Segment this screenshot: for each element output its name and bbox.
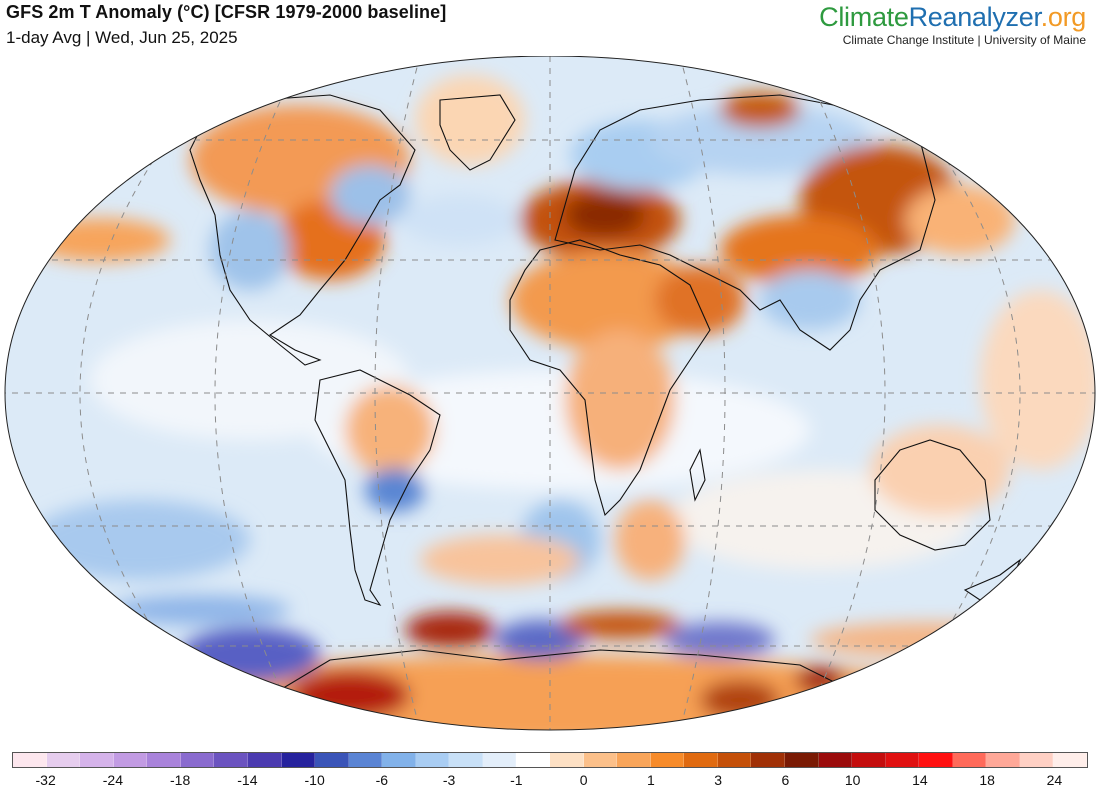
colorbar-segment	[315, 753, 349, 767]
colorbar-tick-label: 10	[844, 772, 861, 788]
colorbar-segment	[415, 753, 450, 767]
colorbar-segment	[885, 753, 920, 767]
colorbar-tick-label: 6	[781, 772, 790, 788]
brand-logo-part3: .org	[1040, 2, 1087, 32]
anomaly-map-svg	[4, 55, 1096, 731]
colorbar-segment	[449, 753, 483, 767]
colorbar-tick-label: -24	[102, 772, 123, 788]
colorbar-segment	[214, 753, 248, 767]
colorbar-segment	[986, 753, 1020, 767]
chart-title: GFS 2m T Anomaly (°C) [CFSR 1979-2000 ba…	[6, 2, 447, 22]
colorbar-tick-label: 0	[579, 772, 588, 788]
colorbar-tick-label: -14	[237, 772, 258, 788]
colorbar-segment	[180, 753, 215, 767]
colorbar-tick-label: -32	[35, 772, 56, 788]
colorbar-segment	[516, 753, 550, 767]
colorbar-segment	[852, 753, 886, 767]
colorbar-segment	[952, 753, 987, 767]
colorbar-segment	[482, 753, 517, 767]
colorbar-tick-label: -3	[442, 772, 456, 788]
globe-outline	[4, 55, 1096, 731]
colorbar-segment	[13, 753, 47, 767]
colorbar-segment	[751, 753, 785, 767]
colorbar	[12, 752, 1088, 768]
colorbar-tick-label: 1	[646, 772, 655, 788]
brand-subtitle: Climate Change Institute | University of…	[842, 33, 1086, 47]
colorbar-ticks: -32-24-18-14-10-6-3-101361014182432	[12, 772, 1088, 792]
colorbar-segment	[247, 753, 282, 767]
colorbar-tick-label: 14	[912, 772, 928, 788]
colorbar-segment	[550, 753, 584, 767]
colorbar-segment	[147, 753, 181, 767]
colorbar-segment	[1053, 753, 1087, 767]
colorbar-tick-label: -10	[304, 772, 325, 788]
colorbar-segment	[717, 753, 752, 767]
colorbar-segment	[919, 753, 953, 767]
colorbar-segment	[784, 753, 819, 767]
colorbar-segment	[382, 753, 416, 767]
colorbar-tick-label: 3	[714, 772, 723, 788]
brand-logo-part2: Reanalyzer	[908, 2, 1041, 32]
chart-subtitle: 1-day Avg | Wed, Jun 25, 2025	[6, 28, 238, 47]
colorbar-segment	[583, 753, 618, 767]
colorbar-segment	[281, 753, 316, 767]
colorbar-segment	[348, 753, 383, 767]
colorbar-tick-label: -6	[375, 772, 389, 788]
colorbar-segment	[46, 753, 81, 767]
brand-logo-part1: Climate	[819, 2, 909, 32]
colorbar-segment	[80, 753, 114, 767]
brand-logo[interactable]: ClimateReanalyzer.org	[819, 2, 1086, 33]
colorbar-segment	[818, 753, 853, 767]
colorbar-segment	[1019, 753, 1054, 767]
coastlines	[189, 94, 1022, 691]
colorbar-tick-label: -1	[510, 772, 523, 788]
colorbar-tick-label: 24	[1046, 772, 1063, 788]
colorbar-segment	[617, 753, 651, 767]
graticule	[5, 56, 1095, 730]
colorbar-segment	[650, 753, 685, 767]
anomaly-map	[0, 55, 1100, 732]
colorbar-tick-label: 18	[979, 772, 995, 788]
colorbar-tick-label: -18	[170, 772, 191, 788]
colorbar-segment	[113, 753, 148, 767]
colorbar-segment	[684, 753, 718, 767]
